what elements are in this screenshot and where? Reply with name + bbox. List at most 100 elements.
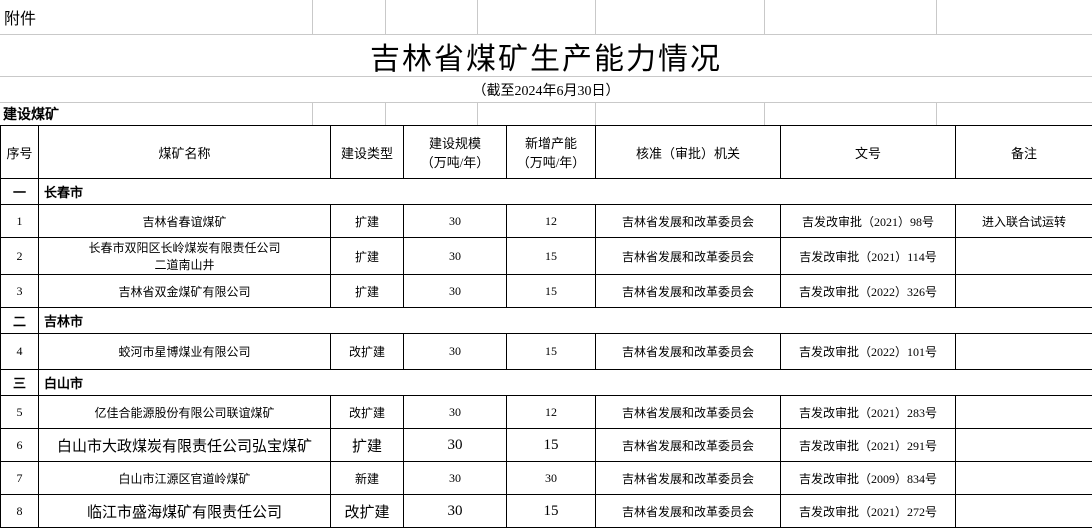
cell-new_capacity[interactable]: 15 xyxy=(507,238,596,275)
cell-name[interactable]: 亿佳合能源股份有限公司联谊煤矿 xyxy=(39,396,331,429)
cell-new_capacity[interactable]: 15 xyxy=(507,275,596,308)
grid-line xyxy=(595,103,596,125)
cell-new_capacity[interactable]: 12 xyxy=(507,396,596,429)
cell-scale[interactable]: 30 xyxy=(404,462,507,495)
cell-remark[interactable] xyxy=(956,495,1092,528)
cell-seq[interactable]: 2 xyxy=(1,238,39,275)
cell-remark[interactable] xyxy=(956,238,1092,275)
cell-doc_no[interactable]: 吉发改审批（2021）98号 xyxy=(781,205,956,238)
cell-seq[interactable]: 3 xyxy=(1,275,39,308)
cell-doc_no[interactable]: 吉发改审批（2021）283号 xyxy=(781,396,956,429)
cell-group-name[interactable]: 白山市 xyxy=(39,370,1092,396)
cell-group-seq[interactable]: 一 xyxy=(1,179,39,205)
group-row: 二吉林市 xyxy=(1,308,1092,334)
cell-scale[interactable]: 30 xyxy=(404,238,507,275)
column-header-new_capacity[interactable]: 新增产能 （万吨/年） xyxy=(507,126,596,179)
column-header-authority[interactable]: 核准（审批）机关 xyxy=(596,126,781,179)
cell-new_capacity[interactable]: 15 xyxy=(507,334,596,370)
cell-group-name[interactable]: 长春市 xyxy=(39,179,1092,205)
grid-line xyxy=(936,0,937,34)
section-label: 建设煤矿 xyxy=(0,104,59,124)
grid-line xyxy=(477,0,478,34)
grid-line xyxy=(764,0,765,34)
cell-name[interactable]: 白山市大政煤炭有限责任公司弘宝煤矿 xyxy=(39,429,331,462)
cell-seq[interactable]: 4 xyxy=(1,334,39,370)
page-subtitle: （截至2024年6月30日） xyxy=(473,80,620,100)
cell-authority[interactable]: 吉林省发展和改革委员会 xyxy=(596,462,781,495)
cell-doc_no[interactable]: 吉发改审批（2009）834号 xyxy=(781,462,956,495)
header-row: 序号煤矿名称建设类型建设规模 （万吨/年）新增产能 （万吨/年）核准（审批）机关… xyxy=(1,126,1092,179)
group-row: 三白山市 xyxy=(1,370,1092,396)
cell-build_type[interactable]: 扩建 xyxy=(331,275,404,308)
cell-build_type[interactable]: 扩建 xyxy=(331,238,404,275)
cell-build_type[interactable]: 改扩建 xyxy=(331,334,404,370)
page-title: 吉林省煤矿生产能力情况 xyxy=(370,34,722,78)
cell-authority[interactable]: 吉林省发展和改革委员会 xyxy=(596,275,781,308)
cell-doc_no[interactable]: 吉发改审批（2021）272号 xyxy=(781,495,956,528)
column-header-remark[interactable]: 备注 xyxy=(956,126,1092,179)
cell-build_type[interactable]: 新建 xyxy=(331,462,404,495)
cell-remark[interactable] xyxy=(956,334,1092,370)
cell-new_capacity[interactable]: 12 xyxy=(507,205,596,238)
capacity-table: 序号煤矿名称建设类型建设规模 （万吨/年）新增产能 （万吨/年）核准（审批）机关… xyxy=(0,125,1092,528)
cell-authority[interactable]: 吉林省发展和改革委员会 xyxy=(596,495,781,528)
grid-line xyxy=(595,0,596,34)
cell-new_capacity[interactable]: 30 xyxy=(507,462,596,495)
cell-name[interactable]: 长春市双阳区长岭煤炭有限责任公司 二道南山井 xyxy=(39,238,331,275)
cell-scale[interactable]: 30 xyxy=(404,275,507,308)
cell-remark[interactable] xyxy=(956,396,1092,429)
cell-name[interactable]: 吉林省春谊煤矿 xyxy=(39,205,331,238)
cell-new_capacity[interactable]: 15 xyxy=(507,429,596,462)
column-header-scale[interactable]: 建设规模 （万吨/年） xyxy=(404,126,507,179)
sheet-top-area: 附件 吉林省煤矿生产能力情况 （截至2024年6月30日） 建设煤矿 xyxy=(0,0,1092,125)
cell-new_capacity[interactable]: 15 xyxy=(507,495,596,528)
cell-group-name[interactable]: 吉林市 xyxy=(39,308,1092,334)
cell-seq[interactable]: 5 xyxy=(1,396,39,429)
grid-line xyxy=(385,103,386,125)
cell-seq[interactable]: 1 xyxy=(1,205,39,238)
cell-group-seq[interactable]: 二 xyxy=(1,308,39,334)
cell-scale[interactable]: 30 xyxy=(404,495,507,528)
cell-build_type[interactable]: 扩建 xyxy=(331,429,404,462)
cell-name[interactable]: 蛟河市星博煤业有限公司 xyxy=(39,334,331,370)
cell-authority[interactable]: 吉林省发展和改革委员会 xyxy=(596,205,781,238)
cell-doc_no[interactable]: 吉发改审批（2021）114号 xyxy=(781,238,956,275)
cell-seq[interactable]: 8 xyxy=(1,495,39,528)
cell-seq[interactable]: 7 xyxy=(1,462,39,495)
cell-authority[interactable]: 吉林省发展和改革委员会 xyxy=(596,334,781,370)
cell-name[interactable]: 临江市盛海煤矿有限责任公司 xyxy=(39,495,331,528)
cell-remark[interactable] xyxy=(956,429,1092,462)
cell-build_type[interactable]: 扩建 xyxy=(331,205,404,238)
cell-doc_no[interactable]: 吉发改审批（2021）291号 xyxy=(781,429,956,462)
cell-scale[interactable]: 30 xyxy=(404,334,507,370)
grid-line xyxy=(936,103,937,125)
cell-doc_no[interactable]: 吉发改审批（2022）101号 xyxy=(781,334,956,370)
cell-name[interactable]: 白山市江源区官道岭煤矿 xyxy=(39,462,331,495)
cell-authority[interactable]: 吉林省发展和改革委员会 xyxy=(596,429,781,462)
cell-authority[interactable]: 吉林省发展和改革委员会 xyxy=(596,396,781,429)
cell-name[interactable]: 吉林省双金煤矿有限公司 xyxy=(39,275,331,308)
cell-scale[interactable]: 30 xyxy=(404,396,507,429)
subtitle-row: （截至2024年6月30日） xyxy=(0,77,1092,103)
cell-authority[interactable]: 吉林省发展和改革委员会 xyxy=(596,238,781,275)
cell-build_type[interactable]: 改扩建 xyxy=(331,495,404,528)
cell-scale[interactable]: 30 xyxy=(404,205,507,238)
cell-scale[interactable]: 30 xyxy=(404,429,507,462)
cell-doc_no[interactable]: 吉发改审批（2022）326号 xyxy=(781,275,956,308)
column-header-doc_no[interactable]: 文号 xyxy=(781,126,956,179)
cell-remark[interactable]: 进入联合试运转 xyxy=(956,205,1092,238)
cell-group-seq[interactable]: 三 xyxy=(1,370,39,396)
cell-build_type[interactable]: 改扩建 xyxy=(331,396,404,429)
column-header-build_type[interactable]: 建设类型 xyxy=(331,126,404,179)
column-header-name[interactable]: 煤矿名称 xyxy=(39,126,331,179)
cell-seq[interactable]: 6 xyxy=(1,429,39,462)
column-header-seq[interactable]: 序号 xyxy=(1,126,39,179)
grid-line xyxy=(385,0,386,34)
cell-remark[interactable] xyxy=(956,275,1092,308)
attachment-label: 附件 xyxy=(0,5,36,29)
cell-remark[interactable] xyxy=(956,462,1092,495)
